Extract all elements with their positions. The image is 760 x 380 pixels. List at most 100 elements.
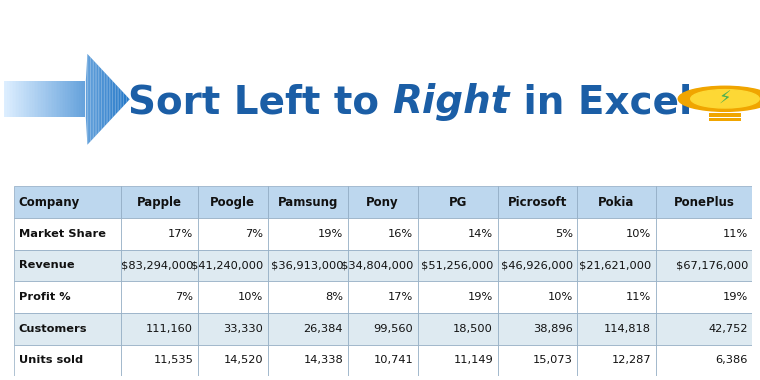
Bar	[498, 186, 578, 218]
Bar	[578, 313, 656, 345]
Bar	[347, 345, 418, 376]
Bar	[121, 345, 198, 376]
Bar	[656, 281, 752, 313]
Bar	[418, 186, 498, 218]
Text: Units sold: Units sold	[19, 355, 83, 365]
Bar	[198, 281, 268, 313]
Bar	[198, 218, 268, 250]
Text: $34,804,000: $34,804,000	[341, 260, 413, 270]
Bar	[656, 313, 752, 345]
Bar	[347, 281, 418, 313]
Bar	[121, 250, 198, 281]
Bar	[14, 218, 121, 250]
Bar	[498, 218, 578, 250]
Text: Pony: Pony	[366, 196, 399, 209]
Text: 18,500: 18,500	[453, 324, 493, 334]
Bar	[578, 345, 656, 376]
Text: $83,294,000: $83,294,000	[121, 260, 193, 270]
Text: 10%: 10%	[626, 229, 651, 239]
Bar	[498, 281, 578, 313]
FancyBboxPatch shape	[709, 118, 740, 121]
Text: $36,913,000: $36,913,000	[271, 260, 344, 270]
Bar	[418, 218, 498, 250]
Bar	[347, 250, 418, 281]
Bar	[418, 345, 498, 376]
Bar	[418, 281, 498, 313]
Text: 11%: 11%	[626, 292, 651, 302]
Text: 10%: 10%	[548, 292, 573, 302]
Text: $67,176,000: $67,176,000	[676, 260, 748, 270]
Text: $41,240,000: $41,240,000	[191, 260, 264, 270]
Text: 7%: 7%	[245, 229, 264, 239]
Text: Papple: Papple	[137, 196, 182, 209]
Bar	[656, 186, 752, 218]
Bar	[121, 186, 198, 218]
Text: $51,256,000: $51,256,000	[421, 260, 493, 270]
Bar	[268, 218, 347, 250]
Text: Profit %: Profit %	[19, 292, 71, 302]
Text: Right: Right	[392, 83, 510, 121]
Bar	[418, 250, 498, 281]
Text: Revenue: Revenue	[19, 260, 74, 270]
Bar	[14, 186, 121, 218]
Text: 38,896: 38,896	[534, 324, 573, 334]
Bar	[14, 345, 121, 376]
Bar	[121, 313, 198, 345]
Text: 16%: 16%	[388, 229, 413, 239]
Text: 5%: 5%	[555, 229, 573, 239]
Text: in Excel: in Excel	[510, 83, 692, 121]
Text: PonePlus: PonePlus	[673, 196, 734, 209]
Text: Company: Company	[19, 196, 80, 209]
Text: 111,160: 111,160	[146, 324, 193, 334]
Bar	[14, 250, 121, 281]
Text: Picrosoft: Picrosoft	[508, 196, 567, 209]
Text: 14%: 14%	[468, 229, 493, 239]
Bar	[198, 313, 268, 345]
Text: Poogle: Poogle	[211, 196, 255, 209]
Bar	[14, 281, 121, 313]
Text: 19%: 19%	[468, 292, 493, 302]
Bar	[578, 281, 656, 313]
Text: 7%: 7%	[176, 292, 193, 302]
Text: 19%: 19%	[318, 229, 344, 239]
Bar	[578, 186, 656, 218]
Text: 11,535: 11,535	[154, 355, 193, 365]
Bar	[418, 313, 498, 345]
Bar	[347, 186, 418, 218]
Text: $46,926,000: $46,926,000	[501, 260, 573, 270]
Text: 6,386: 6,386	[716, 355, 748, 365]
Bar	[268, 250, 347, 281]
Bar	[198, 250, 268, 281]
Text: 11%: 11%	[723, 229, 748, 239]
Bar	[347, 218, 418, 250]
Bar	[656, 345, 752, 376]
Text: 15,073: 15,073	[533, 355, 573, 365]
Bar	[14, 313, 121, 345]
Text: 12,287: 12,287	[612, 355, 651, 365]
Text: 42,752: 42,752	[708, 324, 748, 334]
Bar	[198, 186, 268, 218]
Bar	[268, 186, 347, 218]
Bar	[656, 250, 752, 281]
Text: 99,560: 99,560	[374, 324, 413, 334]
Bar	[268, 281, 347, 313]
Bar	[578, 218, 656, 250]
Text: 14,338: 14,338	[303, 355, 344, 365]
Bar	[121, 281, 198, 313]
Text: 10,741: 10,741	[374, 355, 413, 365]
Text: 19%: 19%	[723, 292, 748, 302]
Text: Sort Left to: Sort Left to	[128, 83, 392, 121]
Bar	[498, 313, 578, 345]
Text: 26,384: 26,384	[304, 324, 344, 334]
Text: 8%: 8%	[325, 292, 344, 302]
Text: $21,621,000: $21,621,000	[579, 260, 651, 270]
Text: Customers: Customers	[19, 324, 87, 334]
Text: Pokia: Pokia	[598, 196, 635, 209]
Text: PG: PG	[448, 196, 467, 209]
Bar	[498, 250, 578, 281]
Bar	[198, 345, 268, 376]
Text: 11,149: 11,149	[454, 355, 493, 365]
Bar	[578, 250, 656, 281]
Circle shape	[691, 90, 759, 108]
Text: 17%: 17%	[388, 292, 413, 302]
